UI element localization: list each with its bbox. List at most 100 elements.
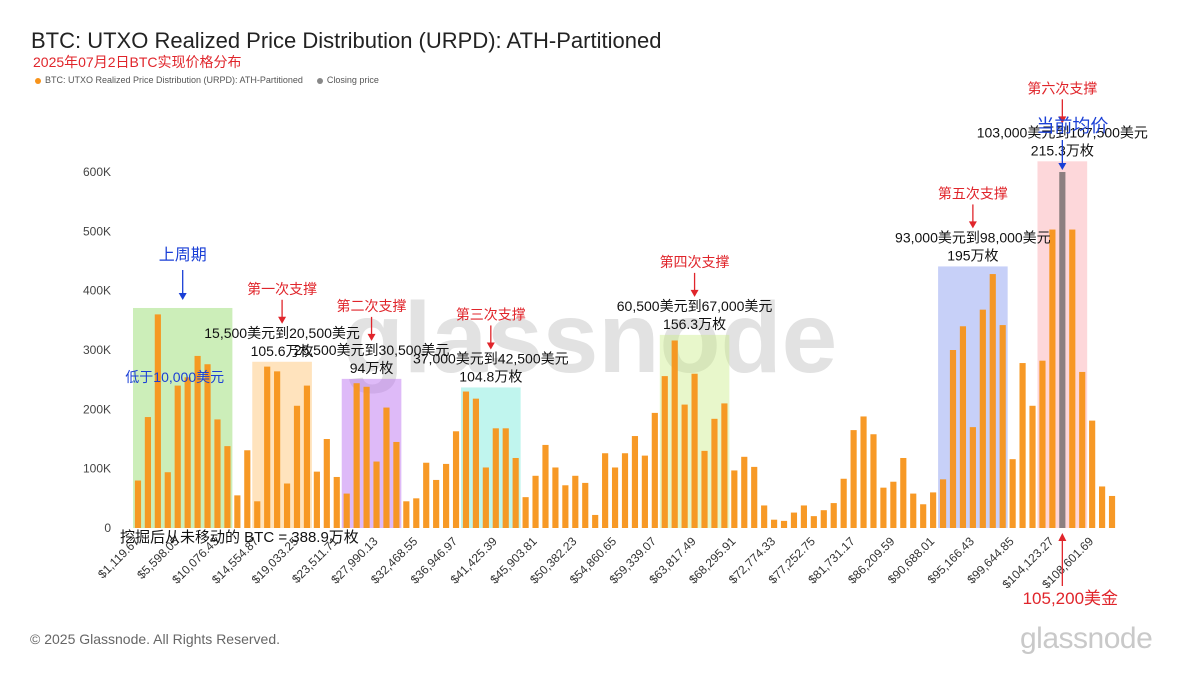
urpd-bar bbox=[1069, 229, 1076, 528]
urpd-bar bbox=[413, 498, 420, 528]
y-tick-label: 0 bbox=[104, 521, 111, 535]
urpd-bar bbox=[443, 463, 450, 528]
urpd-bar bbox=[751, 466, 758, 528]
urpd-bar bbox=[572, 475, 579, 528]
urpd-bar bbox=[482, 467, 489, 528]
urpd-bar bbox=[989, 274, 996, 528]
zone-amount-2: 94万枚 bbox=[350, 360, 394, 376]
support-zone-1 bbox=[252, 361, 312, 528]
urpd-bar bbox=[860, 416, 867, 528]
watermark-text: glassnode bbox=[343, 282, 838, 394]
urpd-bar bbox=[164, 472, 171, 528]
urpd-bar bbox=[333, 476, 340, 528]
urpd-bar bbox=[234, 495, 241, 528]
y-tick-label: 400K bbox=[83, 284, 111, 298]
urpd-bar bbox=[254, 501, 261, 528]
urpd-bar bbox=[542, 444, 549, 528]
urpd-bar bbox=[363, 386, 370, 528]
current-price-label: 当前均价 bbox=[1036, 116, 1108, 136]
support-zone-2 bbox=[341, 378, 402, 528]
zone-label-5: 第五次支撑 bbox=[938, 185, 1008, 201]
zone-amount-1: 105.6万枚 bbox=[251, 343, 314, 359]
urpd-bar bbox=[711, 418, 718, 528]
urpd-bar bbox=[949, 350, 957, 528]
urpd-bar bbox=[512, 457, 519, 528]
urpd-bar bbox=[423, 462, 430, 528]
urpd-bar bbox=[741, 456, 748, 528]
urpd-bar bbox=[303, 385, 311, 528]
urpd-bar bbox=[611, 467, 619, 528]
urpd-bar bbox=[134, 480, 142, 528]
legend-dot-closing-price bbox=[316, 77, 323, 84]
zone-label-3: 第三次支撑 bbox=[456, 306, 526, 322]
urpd-bar bbox=[204, 364, 211, 528]
chart-subtitle: 2025年07月2日BTC实现价格分布 bbox=[33, 54, 242, 70]
zone-range-2: 25,500美元到30,500美元 bbox=[294, 342, 450, 358]
urpd-bar bbox=[403, 501, 410, 528]
urpd-bar bbox=[433, 479, 440, 528]
zone-arrow-1-head bbox=[278, 316, 287, 324]
zone-range-3: 37,000美元到42,500美元 bbox=[413, 350, 569, 366]
urpd-bar bbox=[174, 385, 181, 528]
zone-range-0: 低于10,000美元 bbox=[125, 369, 224, 385]
legend-dot-urpd bbox=[35, 77, 41, 84]
urpd-bar bbox=[264, 366, 271, 528]
urpd-bar bbox=[721, 403, 728, 528]
legend-item-urpd[interactable]: BTC: UTXO Realized Price Distribution (U… bbox=[35, 75, 303, 85]
zone-range-6: 103,000美元到107,500美元 bbox=[977, 124, 1148, 140]
prev-cycle-arrow-head bbox=[178, 292, 187, 300]
urpd-bar bbox=[1039, 360, 1046, 528]
legend: BTC: UTXO Realized Price Distribution (U… bbox=[35, 75, 379, 85]
y-tick-label: 300K bbox=[83, 343, 111, 357]
support-zone-3 bbox=[461, 387, 521, 528]
y-tick-label: 200K bbox=[83, 402, 111, 416]
unmoved-btc-text: 挖掘后从未移动的 BTC = 388.9万枚 bbox=[120, 529, 359, 546]
urpd-bar bbox=[681, 404, 688, 528]
urpd-bar bbox=[731, 470, 738, 528]
zone-arrow-6-head bbox=[1058, 116, 1067, 124]
urpd-bar bbox=[701, 450, 708, 528]
urpd-bar bbox=[790, 512, 798, 528]
urpd-bar bbox=[850, 430, 857, 528]
urpd-bar bbox=[562, 485, 569, 528]
zone-range-1: 15,500美元到20,500美元 bbox=[204, 325, 360, 341]
urpd-bar bbox=[910, 493, 917, 528]
legend-item-closing-price[interactable]: Closing price bbox=[316, 75, 379, 85]
urpd-bar bbox=[979, 309, 986, 528]
urpd-bar bbox=[810, 516, 817, 528]
current-price-arrow-head bbox=[1058, 163, 1067, 170]
urpd-bar bbox=[214, 419, 221, 528]
urpd-bar bbox=[621, 453, 629, 528]
urpd-bar bbox=[1049, 229, 1056, 528]
urpd-bar bbox=[959, 326, 967, 528]
urpd-bar bbox=[830, 503, 837, 528]
urpd-bar bbox=[283, 483, 291, 528]
urpd-bar bbox=[880, 487, 887, 528]
urpd-bar bbox=[144, 417, 151, 528]
urpd-bar bbox=[870, 434, 877, 528]
urpd-bar bbox=[522, 497, 529, 528]
legend-label-urpd: BTC: UTXO Realized Price Distribution (U… bbox=[45, 75, 303, 85]
zone-amount-4: 156.3万枚 bbox=[663, 316, 726, 332]
urpd-bar bbox=[780, 520, 788, 528]
zone-label-2: 第二次支撑 bbox=[337, 298, 407, 314]
urpd-bar bbox=[244, 450, 251, 528]
urpd-bar bbox=[820, 510, 827, 528]
urpd-bar bbox=[313, 471, 320, 528]
urpd-bar bbox=[224, 446, 231, 528]
urpd-bar bbox=[890, 481, 897, 528]
prev-cycle-label: 上周期 bbox=[159, 246, 207, 264]
urpd-bar bbox=[920, 504, 927, 528]
zone-arrow-4-head bbox=[690, 289, 699, 297]
urpd-bar bbox=[651, 412, 658, 528]
urpd-bar bbox=[1108, 495, 1116, 528]
urpd-bar bbox=[671, 340, 678, 528]
urpd-bar bbox=[631, 436, 639, 528]
urpd-bar bbox=[592, 514, 599, 528]
zone-arrow-5-head bbox=[968, 221, 977, 229]
urpd-bar bbox=[800, 505, 807, 528]
urpd-bar bbox=[323, 439, 330, 528]
closing-price-bar bbox=[1059, 172, 1066, 528]
y-tick-label: 100K bbox=[83, 462, 111, 476]
